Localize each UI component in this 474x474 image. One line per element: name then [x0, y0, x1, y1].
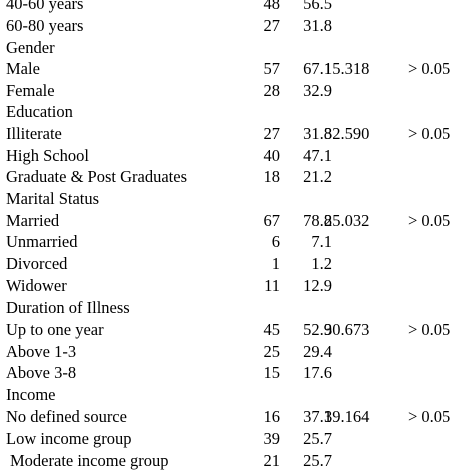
count-cell: 27 [263, 16, 281, 35]
table-row: Above 1-3 25 29.4 [0, 341, 474, 363]
p-value-cell: > 0.05 [408, 407, 451, 426]
table-row: No defined source 16 37.1 39.164 > 0.05 [0, 406, 474, 428]
section-header-row: Gender [0, 37, 474, 59]
count-cell: 1 [271, 254, 280, 273]
count-cell: 6 [271, 232, 280, 251]
section-header: Duration of Illness [6, 298, 130, 317]
percent-cell: 17.6 [303, 363, 332, 382]
p-value-cell: > 0.05 [408, 211, 451, 230]
count-cell: 15 [263, 363, 281, 382]
percent-cell: 25.7 [303, 451, 332, 470]
count-cell: 18 [263, 167, 281, 186]
count-cell: 28 [263, 81, 281, 100]
table-row: 40-60 years 48 56.5 [0, 0, 474, 15]
count-cell: 40 [263, 146, 281, 165]
count-cell: 67 [263, 211, 281, 230]
row-label: Low income group [6, 429, 132, 448]
chi-square-cell: 15.318 [324, 59, 370, 78]
chi-square-cell: 25.032 [324, 211, 370, 230]
row-label: Up to one year [6, 320, 104, 339]
section-header-row: Duration of Illness [0, 297, 474, 319]
row-label: Female [6, 81, 55, 100]
table-row: Up to one year 45 52.9 30.673 > 0.05 [0, 319, 474, 341]
row-label: 40-60 years [6, 0, 84, 13]
count-cell: 11 [264, 276, 280, 295]
row-label: Moderate income group [10, 451, 169, 470]
table-row: 60-80 years 27 31.8 [0, 15, 474, 37]
table-row: Illiterate 27 31.8 32.590 > 0.05 [0, 123, 474, 145]
percent-cell: 67.1 [303, 59, 332, 78]
percent-cell: 31.8 [303, 124, 332, 143]
row-label: Above 3-8 [6, 363, 77, 382]
section-header: Income [6, 385, 56, 404]
table-row: Moderate income group 21 25.7 [0, 450, 474, 472]
row-label: Graduate & Post Graduates [6, 167, 187, 186]
percent-cell: 21.2 [303, 167, 332, 186]
row-label: Unmarried [6, 232, 78, 251]
chi-square-cell: 30.673 [324, 320, 370, 339]
table-row: Above 3-8 15 17.6 [0, 362, 474, 384]
count-cell: 25 [263, 342, 281, 361]
row-label: Married [6, 211, 60, 230]
table-row: Divorced 1 1.2 [0, 253, 474, 275]
row-label: Illiterate [6, 124, 62, 143]
count-cell: 39 [263, 429, 281, 448]
percent-cell: 52.9 [303, 320, 332, 339]
percent-cell: 78.8 [303, 211, 332, 230]
table-row: Graduate & Post Graduates 18 21.2 [0, 166, 474, 188]
percent-cell: 37.1 [303, 407, 332, 426]
percent-cell: 32.9 [303, 81, 332, 100]
section-header-row: Income [0, 384, 474, 406]
section-header: Education [6, 102, 73, 121]
percent-cell: 47.1 [303, 146, 332, 165]
section-header: Gender [6, 38, 55, 57]
percent-cell: 1.2 [311, 254, 332, 273]
chi-square-cell: 39.164 [324, 407, 370, 426]
percent-cell: 29.4 [303, 342, 332, 361]
row-label: Widower [6, 276, 67, 295]
row-label: No defined source [6, 407, 127, 426]
count-cell: 27 [263, 124, 281, 143]
percent-cell: 25.7 [303, 429, 332, 448]
percent-cell: 31.8 [303, 16, 332, 35]
percent-cell: 12.9 [303, 276, 332, 295]
row-label: Above 1-3 [6, 342, 77, 361]
table-row: High School 40 47.1 [0, 145, 474, 167]
section-header-row: Marital Status [0, 188, 474, 210]
table-row: Female 28 32.9 [0, 80, 474, 102]
table-row: Married 67 78.8 25.032 > 0.05 [0, 210, 474, 232]
table-row: Low income group 39 25.7 [0, 428, 474, 450]
count-cell: 21 [263, 451, 281, 470]
percent-cell: 56.5 [303, 0, 332, 13]
table-row: Male 57 67.1 15.318 > 0.05 [0, 58, 474, 80]
row-label: High School [6, 146, 89, 165]
row-label: Divorced [6, 254, 68, 273]
p-value-cell: > 0.05 [408, 124, 451, 143]
row-label: 60-80 years [6, 16, 84, 35]
count-cell: 45 [263, 320, 281, 339]
p-value-cell: > 0.05 [408, 59, 451, 78]
table-row: Widower 11 12.9 [0, 275, 474, 297]
count-cell: 16 [263, 407, 281, 426]
percent-cell: 7.1 [311, 232, 332, 251]
p-value-cell: > 0.05 [408, 320, 451, 339]
table-row: Unmarried 6 7.1 [0, 231, 474, 253]
section-header: Marital Status [6, 189, 100, 208]
section-header-row: Education [0, 101, 474, 123]
chi-square-cell: 32.590 [324, 124, 370, 143]
count-cell: 57 [263, 59, 281, 78]
row-label: Male [6, 59, 40, 78]
count-cell: 48 [263, 0, 281, 13]
